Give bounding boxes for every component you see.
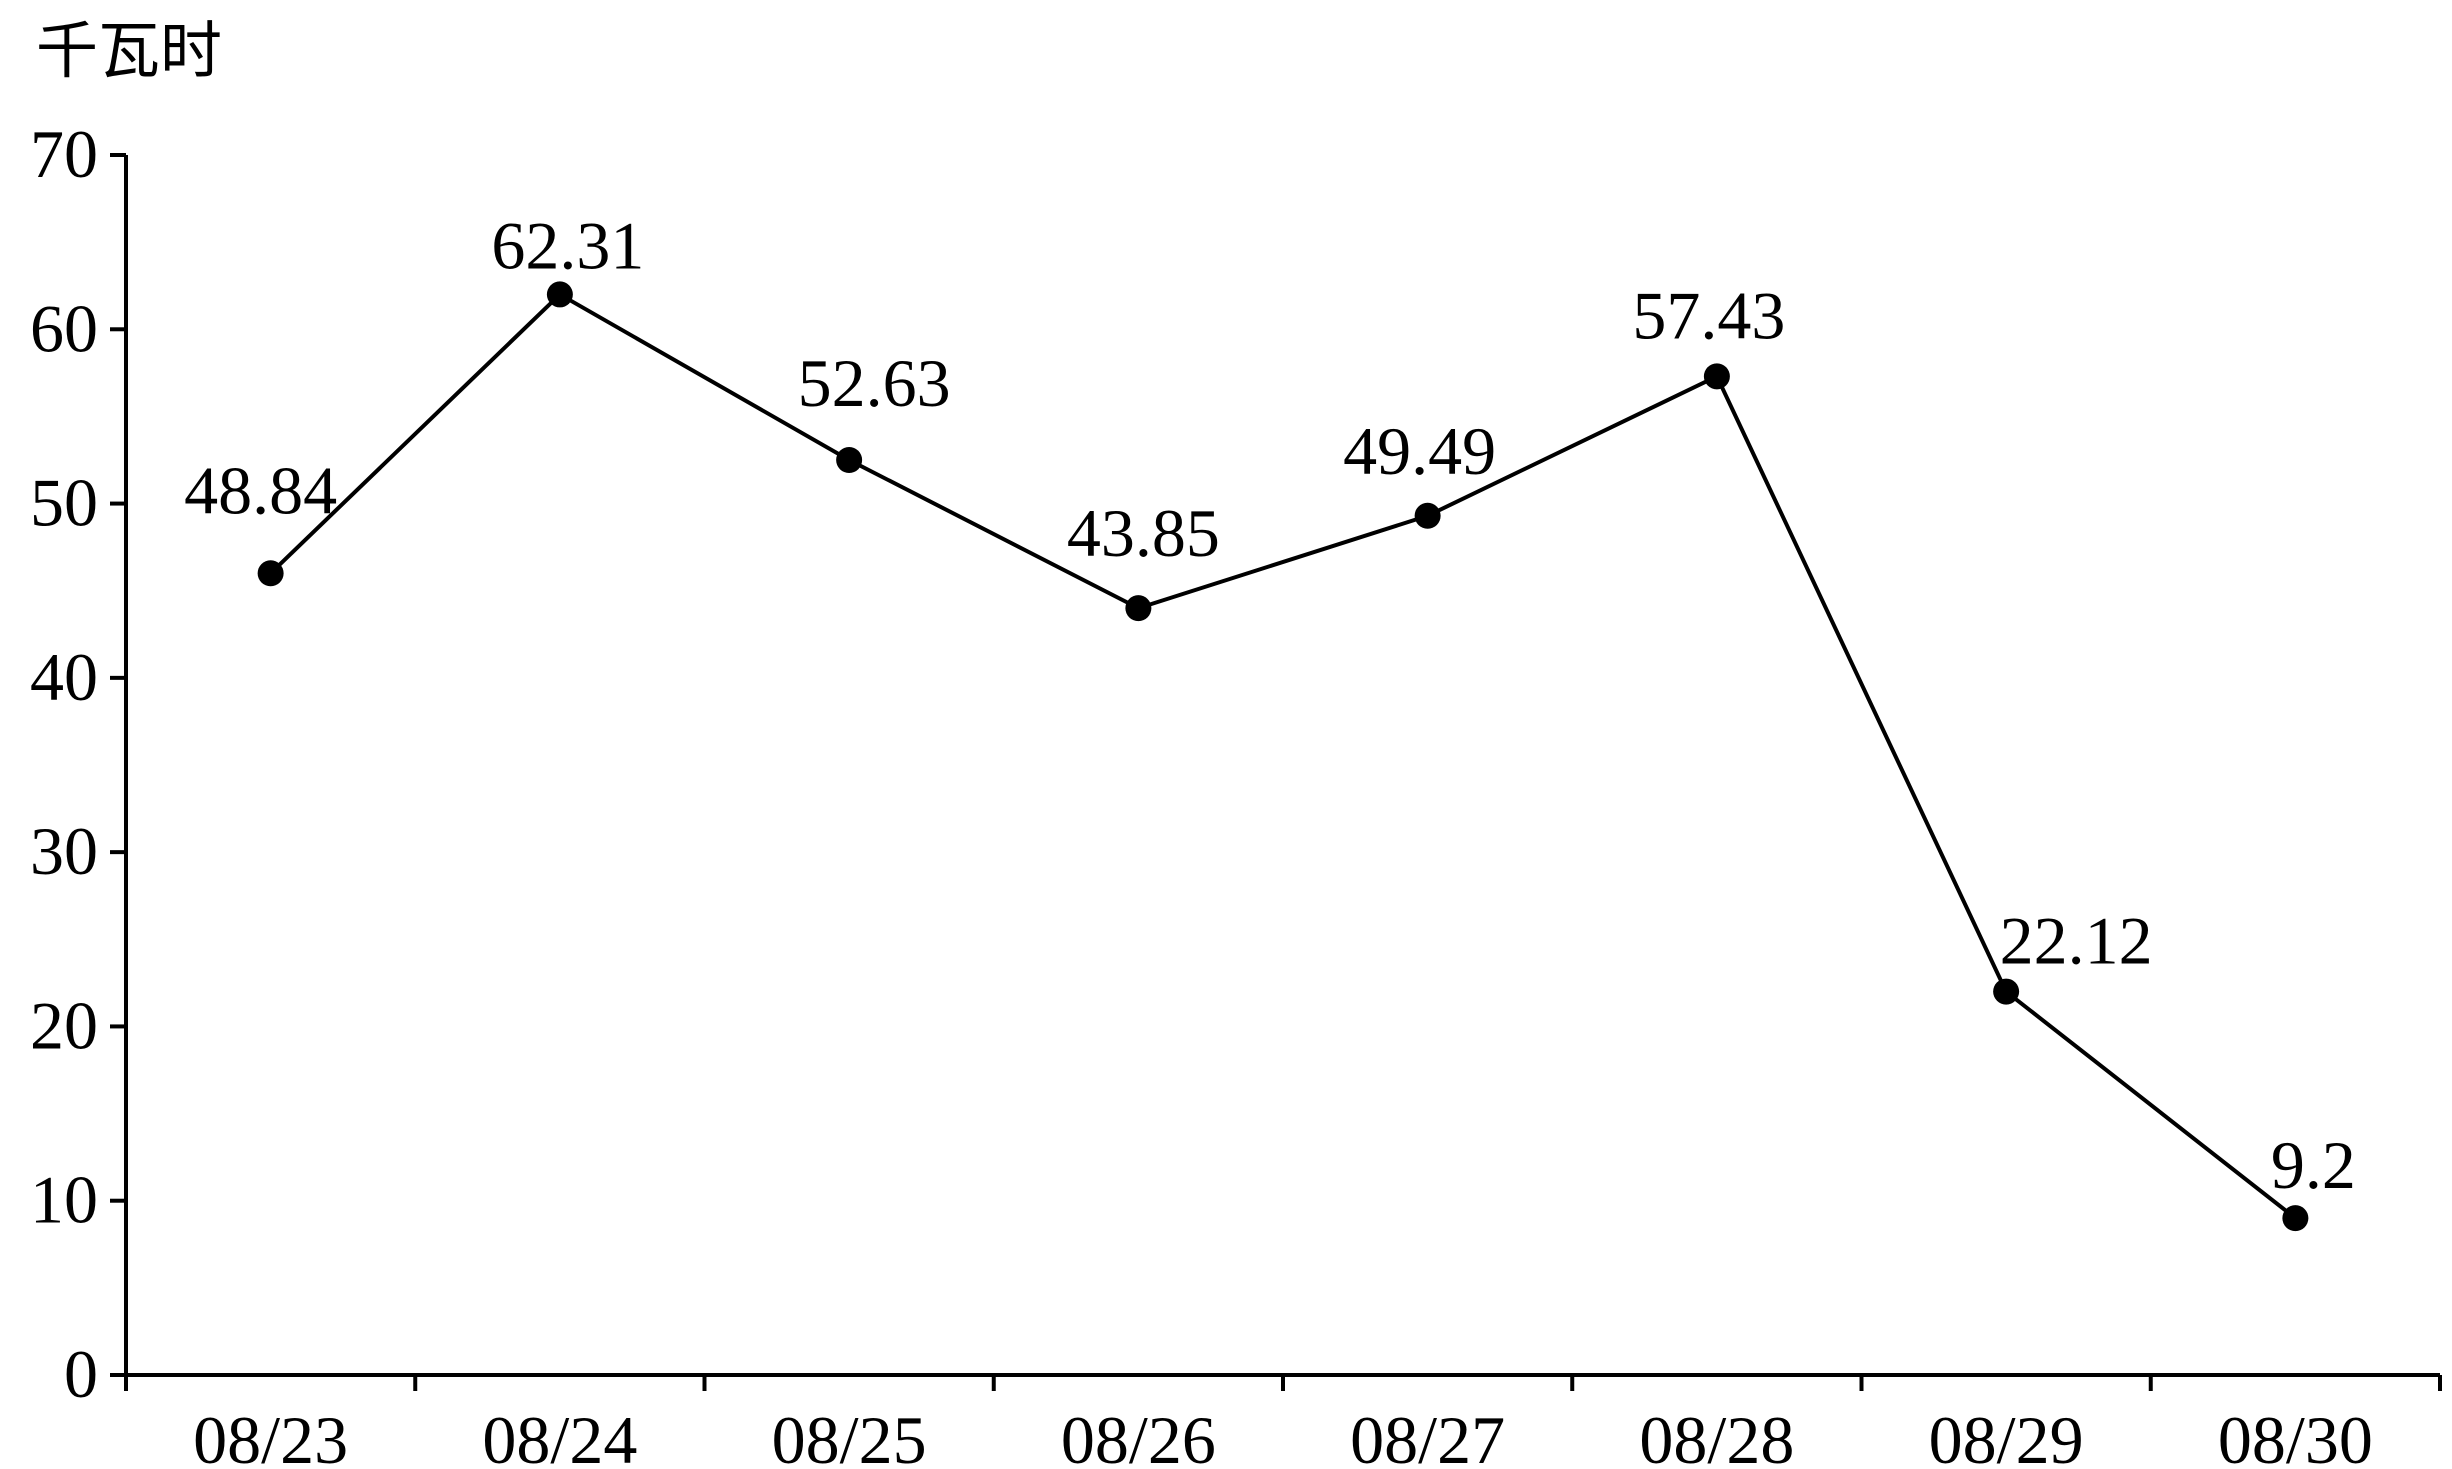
series-line (269, 291, 2297, 1220)
data-point (546, 281, 573, 308)
data-point (257, 560, 284, 587)
y-ticks: 0 10 20 30 40 50 60 70 (30, 116, 126, 1412)
y-tick-label: 10 (30, 1162, 98, 1238)
data-label: 48.84 (184, 452, 337, 528)
y-tick-label: 50 (30, 465, 98, 541)
data-point (836, 447, 863, 473)
data-point (1993, 978, 2020, 1005)
data-label: 43.85 (1067, 495, 1220, 571)
data-point (1125, 595, 1152, 622)
y-tick-label: 30 (30, 813, 98, 889)
data-point (1703, 363, 1730, 390)
data-point (2282, 1205, 2309, 1232)
y-tick-label: 70 (30, 116, 98, 192)
y-tick-label: 60 (30, 290, 98, 366)
x-tick-label: 08/29 (1929, 1402, 2084, 1469)
x-tick-label: 08/25 (772, 1402, 927, 1469)
data-label: 9.2 (2271, 1127, 2356, 1203)
x-tick-label: 08/23 (193, 1402, 348, 1469)
y-axis-label: 千瓦时 (36, 14, 222, 87)
data-label: 52.63 (798, 345, 951, 421)
x-tick-label: 08/28 (1639, 1402, 1794, 1469)
data-labels: 48.84 62.31 52.63 43.85 49.49 57.43 22.12 9.2 (184, 207, 2356, 1203)
y-tick-label: 20 (30, 987, 98, 1063)
y-tick-label: 40 (30, 639, 98, 715)
x-tick-label: 08/30 (2218, 1402, 2373, 1469)
x-tick-label: 08/26 (1061, 1402, 1216, 1469)
data-point (1414, 502, 1441, 529)
data-label: 62.31 (491, 207, 644, 283)
x-ticks: 08/23 08/24 08/25 08/26 08/27 08/28 08/29 08/30 (124, 1375, 2442, 1469)
y-tick-label: 0 (64, 1336, 98, 1412)
data-label: 57.43 (1632, 277, 1785, 353)
data-label: 22.12 (2000, 903, 2153, 979)
x-tick-label: 08/24 (482, 1402, 637, 1469)
data-label: 49.49 (1343, 413, 1496, 489)
data-points (257, 281, 2309, 1232)
x-tick-label: 08/27 (1350, 1402, 1505, 1469)
